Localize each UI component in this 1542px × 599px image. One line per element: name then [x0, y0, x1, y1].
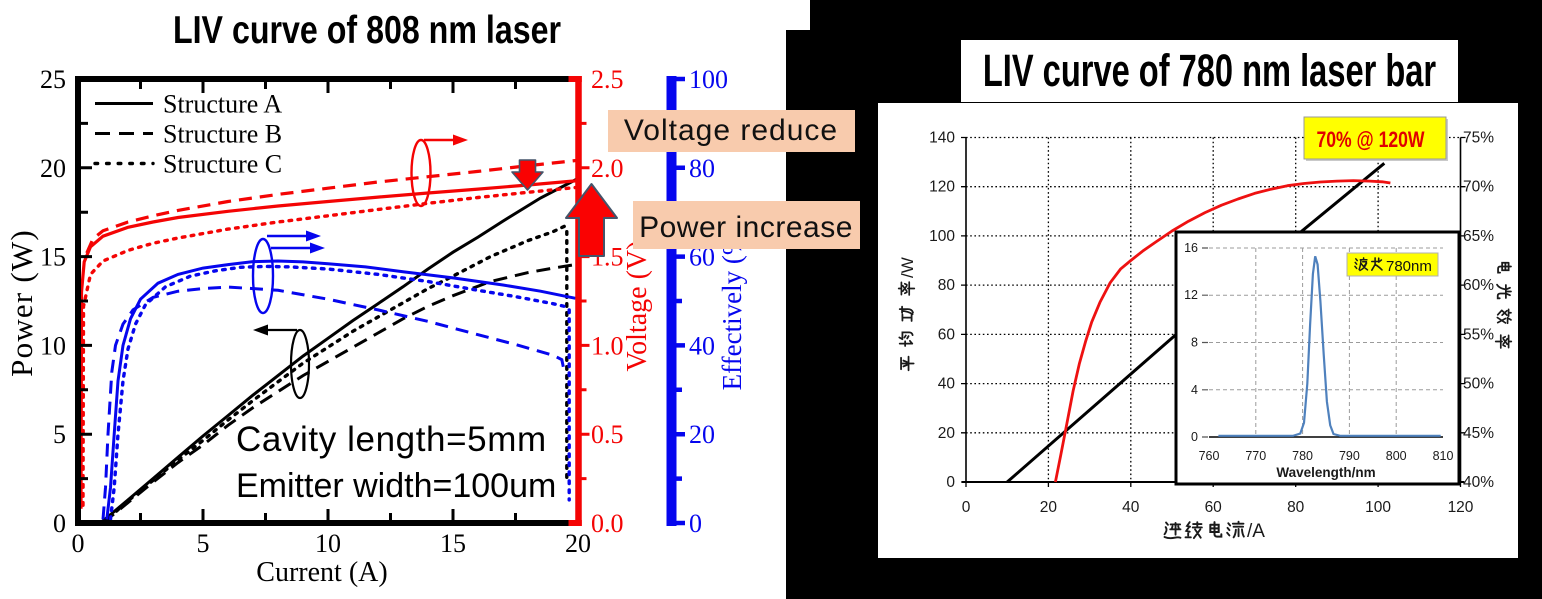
svg-text:20: 20: [938, 425, 956, 442]
svg-text:65%: 65%: [1463, 228, 1494, 245]
svg-text:1.0: 1.0: [591, 331, 624, 360]
svg-text:5: 5: [197, 529, 210, 558]
svg-text:0: 0: [53, 509, 66, 538]
svg-text:Structure C: Structure C: [163, 150, 282, 179]
svg-text:770: 770: [1245, 449, 1266, 463]
svg-text:8: 8: [1191, 336, 1198, 350]
svg-text:/W: /W: [898, 257, 917, 278]
svg-text:100: 100: [929, 228, 955, 245]
svg-text:80: 80: [1287, 499, 1305, 516]
svg-text:4: 4: [1191, 383, 1198, 397]
svg-text:60%: 60%: [1463, 277, 1494, 294]
svg-text:Effectively (%): Effectively (%): [717, 224, 747, 391]
svg-text:12: 12: [1184, 288, 1198, 302]
svg-text:20: 20: [565, 529, 591, 558]
svg-text:60: 60: [1205, 499, 1223, 516]
svg-text:LIV curve of 808 nm laser: LIV curve of 808 nm laser: [173, 8, 561, 52]
svg-text:Structure B: Structure B: [163, 120, 282, 149]
svg-text:40%: 40%: [1463, 474, 1494, 491]
svg-text:50%: 50%: [1463, 376, 1494, 393]
svg-text:2.5: 2.5: [591, 65, 624, 94]
svg-text:Wavelength/nm: Wavelength/nm: [1276, 465, 1375, 480]
svg-text:80: 80: [689, 154, 715, 183]
svg-text:0: 0: [946, 474, 955, 491]
svg-text:120: 120: [1448, 499, 1474, 516]
svg-text:Current (A): Current (A): [256, 557, 387, 588]
svg-text:10: 10: [40, 331, 66, 360]
svg-text:2.0: 2.0: [591, 154, 624, 183]
svg-text:140: 140: [929, 130, 955, 147]
svg-text:780: 780: [1292, 449, 1313, 463]
svg-text:75%: 75%: [1463, 130, 1494, 147]
svg-text:10: 10: [315, 529, 341, 558]
svg-text:40: 40: [938, 376, 956, 393]
svg-text:45%: 45%: [1463, 425, 1494, 442]
svg-text:0: 0: [72, 529, 85, 558]
svg-text:0: 0: [689, 509, 702, 538]
svg-text:Cavity length=5mm: Cavity length=5mm: [236, 420, 547, 459]
svg-text:80: 80: [938, 277, 956, 294]
svg-text:100: 100: [1365, 499, 1391, 516]
svg-text:16: 16: [1184, 241, 1198, 255]
svg-text:Structure A: Structure A: [163, 90, 282, 119]
svg-text:20: 20: [689, 420, 715, 449]
svg-text:40: 40: [689, 331, 715, 360]
svg-text:20: 20: [1040, 499, 1058, 516]
svg-text:Power increase: Power increase: [639, 211, 853, 244]
svg-text:0.5: 0.5: [591, 420, 624, 449]
svg-text:70%: 70%: [1463, 179, 1494, 196]
svg-text:0: 0: [1191, 430, 1198, 444]
svg-text:15: 15: [40, 243, 66, 272]
svg-text:55%: 55%: [1463, 326, 1494, 343]
svg-text:LIV curve of 780 nm laser bar: LIV curve of 780 nm laser bar: [983, 46, 1436, 96]
svg-text:0: 0: [962, 499, 971, 516]
svg-text:Voltage (V): Voltage (V): [622, 241, 653, 372]
svg-text:810: 810: [1433, 449, 1454, 463]
svg-text:25: 25: [40, 65, 66, 94]
svg-text:70% @ 120W: 70% @ 120W: [1316, 128, 1424, 152]
svg-text:790: 790: [1339, 449, 1360, 463]
svg-text:Emitter width=100um: Emitter width=100um: [236, 467, 556, 505]
svg-text:Voltage reduce: Voltage reduce: [624, 114, 838, 147]
svg-text:20: 20: [40, 154, 66, 183]
svg-text:120: 120: [929, 179, 955, 196]
svg-text:100: 100: [689, 65, 728, 94]
svg-text:5: 5: [53, 420, 66, 449]
svg-text:Power (W): Power (W): [4, 229, 39, 377]
svg-text:15: 15: [440, 529, 466, 558]
svg-text:/A: /A: [1247, 521, 1265, 542]
svg-text:0.0: 0.0: [591, 509, 624, 538]
svg-text:40: 40: [1122, 499, 1140, 516]
svg-text:780nm: 780nm: [1386, 258, 1432, 275]
svg-text:800: 800: [1386, 449, 1407, 463]
svg-text:60: 60: [938, 326, 956, 343]
svg-text:760: 760: [1199, 449, 1220, 463]
